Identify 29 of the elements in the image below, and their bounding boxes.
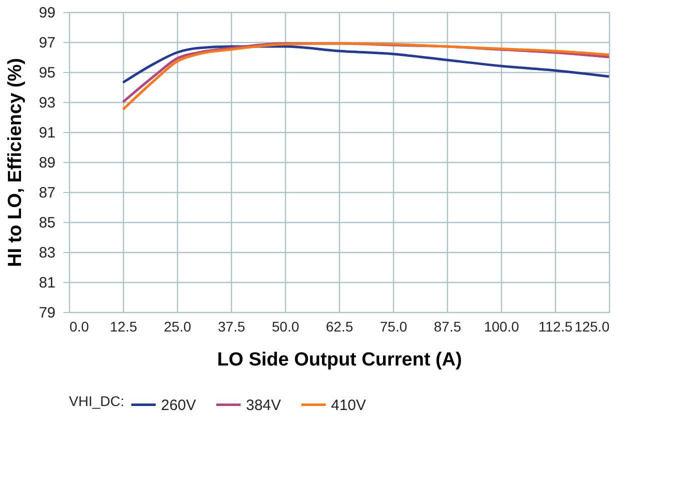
legend-label: 260V <box>161 396 196 414</box>
x-tick-label: 62.5 <box>326 318 354 334</box>
x-tick-label: 125.0 <box>574 318 610 334</box>
line-series <box>122 45 610 84</box>
legend-label: 384V <box>246 396 282 414</box>
x-tick-label: 87.5 <box>434 318 462 334</box>
y-axis-title: HI to LO, Efficiency (%) <box>4 58 26 268</box>
y-tick-label: 93 <box>38 94 56 112</box>
x-tick-label: 50.0 <box>272 318 300 334</box>
y-tick-label: 89 <box>38 154 56 172</box>
x-tick-label: 25.0 <box>164 318 192 334</box>
y-tick-label: 85 <box>38 214 56 232</box>
y-tick-label: 95 <box>38 64 56 82</box>
x-tick-label: 75.0 <box>380 318 408 334</box>
y-tick-label: 83 <box>38 244 56 262</box>
y-tick-label: 91 <box>38 124 56 142</box>
y-tick-label: 79 <box>38 304 56 322</box>
y-tick-label: 99 <box>38 4 56 22</box>
y-tick-label: 87 <box>38 184 56 202</box>
y-tick-label: 81 <box>38 274 56 292</box>
y-tick-label: 97 <box>38 34 56 52</box>
x-tick-label: 112.5 <box>538 318 573 334</box>
legend-title: VHI_DC: <box>69 393 124 409</box>
x-tick-label: 12.5 <box>110 318 138 334</box>
x-axis-title: LO Side Output Current (A) <box>217 350 462 370</box>
x-tick-label: 0.0 <box>70 318 90 334</box>
legend-label: 410V <box>331 396 366 414</box>
x-tick-label: 37.5 <box>218 318 246 334</box>
x-tick-label: 100.0 <box>484 318 520 334</box>
